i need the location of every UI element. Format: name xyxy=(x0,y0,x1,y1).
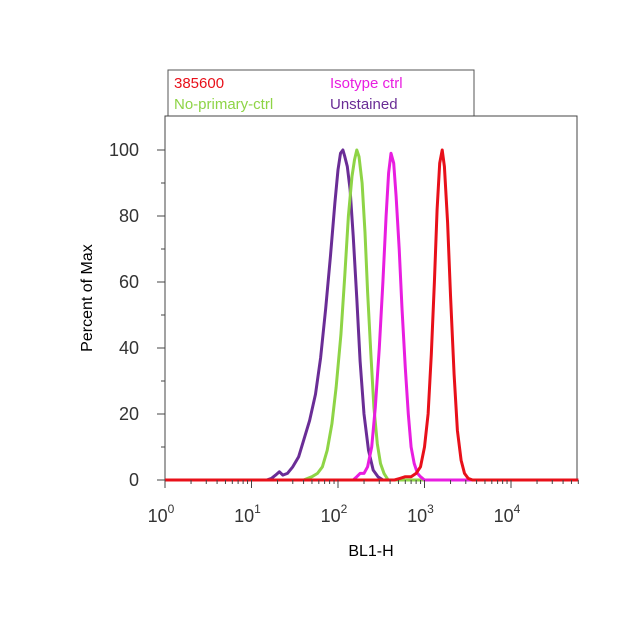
legend-box xyxy=(167,69,475,117)
y-axis-label: Percent of Max xyxy=(79,244,96,352)
legend-entry-isotype-ctrl: Isotype ctrl xyxy=(330,75,403,92)
y-tick-label: 60 xyxy=(119,272,139,292)
y-tick-label: 20 xyxy=(119,404,139,424)
legend-entry-no-primary-ctrl: No-primary-ctrl xyxy=(174,96,273,113)
series-line-0 xyxy=(165,148,579,482)
legend-entry-385600: 385600 xyxy=(174,75,224,92)
y-tick-label: 80 xyxy=(119,206,139,226)
x-tick-label: 102 xyxy=(321,502,348,526)
series-line-1 xyxy=(165,148,579,482)
y-tick-label: 100 xyxy=(109,140,139,160)
y-tick-label: 40 xyxy=(119,338,139,358)
legend-entry-unstained: Unstained xyxy=(330,96,398,113)
series-line-3 xyxy=(165,148,579,482)
x-axis-label: BL1-H xyxy=(348,543,393,560)
y-tick-label: 0 xyxy=(129,470,139,490)
x-tick-label: 100 xyxy=(148,502,175,526)
x-tick-label: 101 xyxy=(234,502,261,526)
x-tick-label: 103 xyxy=(407,502,434,526)
plot-frame xyxy=(164,115,578,481)
series-line-2 xyxy=(165,151,579,482)
x-tick-label: 104 xyxy=(494,502,521,526)
